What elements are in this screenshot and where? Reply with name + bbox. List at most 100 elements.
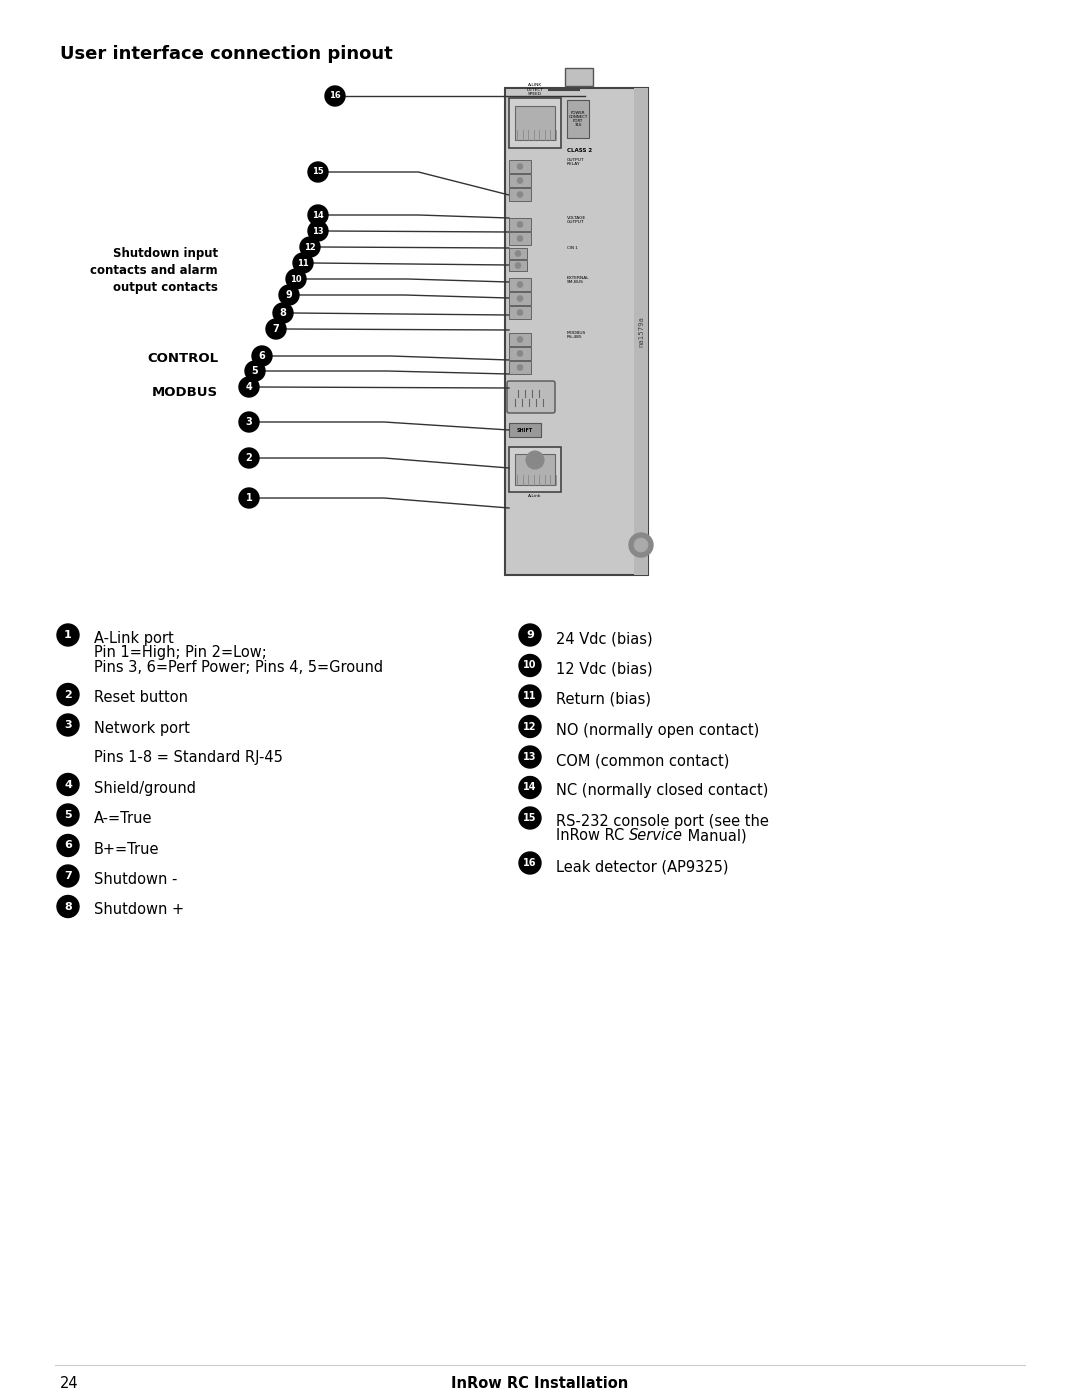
Text: Shutdown +: Shutdown + (94, 902, 184, 918)
Text: MODBUS
RS-485: MODBUS RS-485 (567, 331, 586, 339)
Text: 15: 15 (523, 813, 537, 823)
Circle shape (517, 282, 523, 288)
FancyBboxPatch shape (509, 292, 531, 305)
Circle shape (300, 237, 320, 257)
Circle shape (57, 774, 79, 795)
FancyBboxPatch shape (509, 306, 531, 319)
FancyBboxPatch shape (509, 249, 527, 258)
Text: 12: 12 (305, 243, 315, 251)
Circle shape (252, 346, 272, 366)
Circle shape (57, 805, 79, 826)
Circle shape (517, 351, 523, 356)
Circle shape (519, 746, 541, 768)
Circle shape (308, 162, 328, 182)
FancyBboxPatch shape (509, 346, 531, 360)
Circle shape (239, 448, 259, 468)
Text: Pins 3, 6=Perf Power; Pins 4, 5=Ground: Pins 3, 6=Perf Power; Pins 4, 5=Ground (94, 659, 383, 675)
Text: InRow RC: InRow RC (556, 828, 629, 844)
Circle shape (519, 777, 541, 799)
Text: 8: 8 (280, 307, 286, 319)
Text: 15: 15 (312, 168, 324, 176)
Text: Return (bias): Return (bias) (556, 692, 651, 707)
Text: 1: 1 (64, 630, 72, 640)
Circle shape (273, 303, 293, 323)
Text: A-Link: A-Link (528, 495, 542, 497)
Text: 9: 9 (526, 630, 534, 640)
Circle shape (239, 412, 259, 432)
Text: RS-232 console port (see the: RS-232 console port (see the (556, 814, 769, 828)
Text: CLASS 2: CLASS 2 (567, 148, 592, 152)
Circle shape (519, 624, 541, 645)
Text: A-Link port: A-Link port (94, 631, 174, 645)
Text: OUTPUT
RELAY: OUTPUT RELAY (567, 158, 584, 166)
FancyBboxPatch shape (509, 447, 561, 492)
Text: 6: 6 (258, 351, 266, 360)
FancyBboxPatch shape (509, 423, 541, 437)
Circle shape (286, 270, 306, 289)
Text: Pins 1-8 = Standard RJ-45: Pins 1-8 = Standard RJ-45 (94, 750, 283, 766)
Circle shape (293, 253, 313, 272)
Text: 10: 10 (291, 274, 301, 284)
Circle shape (239, 377, 259, 397)
Text: A-LINK
DETECT
SPEED: A-LINK DETECT SPEED (527, 84, 543, 96)
Text: EXTERNAL
SM-BUS: EXTERNAL SM-BUS (567, 277, 590, 285)
Circle shape (517, 222, 523, 228)
Text: 12 Vdc (bias): 12 Vdc (bias) (556, 662, 652, 676)
Circle shape (629, 534, 653, 557)
Text: CIN 1: CIN 1 (567, 246, 578, 250)
Circle shape (526, 451, 544, 469)
Circle shape (517, 191, 523, 197)
Circle shape (57, 683, 79, 705)
FancyBboxPatch shape (509, 189, 531, 201)
Text: 5: 5 (252, 366, 258, 376)
Text: 24: 24 (60, 1376, 79, 1390)
Text: 2: 2 (245, 453, 253, 462)
Circle shape (517, 365, 523, 370)
Circle shape (519, 715, 541, 738)
Circle shape (308, 221, 328, 242)
Text: Shutdown -: Shutdown - (94, 872, 177, 887)
FancyBboxPatch shape (505, 88, 648, 576)
FancyBboxPatch shape (509, 218, 531, 231)
Text: Shutdown input
contacts and alarm
output contacts: Shutdown input contacts and alarm output… (91, 246, 218, 293)
FancyBboxPatch shape (515, 454, 555, 485)
FancyBboxPatch shape (509, 332, 531, 346)
Text: 14: 14 (523, 782, 537, 792)
Text: SHIFT: SHIFT (517, 427, 534, 433)
Text: Pin 1=High; Pin 2=Low;: Pin 1=High; Pin 2=Low; (94, 645, 267, 661)
Text: 6: 6 (64, 841, 72, 851)
Circle shape (266, 319, 286, 339)
Text: B+=True: B+=True (94, 841, 160, 856)
Text: 8: 8 (64, 901, 72, 911)
Circle shape (634, 538, 648, 552)
FancyBboxPatch shape (515, 106, 555, 140)
Text: Reset button: Reset button (94, 690, 188, 705)
Text: Service: Service (629, 828, 683, 844)
Circle shape (239, 488, 259, 509)
Circle shape (308, 205, 328, 225)
Text: Leak detector (AP9325): Leak detector (AP9325) (556, 859, 729, 875)
Circle shape (517, 337, 523, 342)
Text: A-=True: A-=True (94, 812, 152, 826)
Text: Shield/ground: Shield/ground (94, 781, 195, 795)
Circle shape (519, 685, 541, 707)
FancyBboxPatch shape (509, 232, 531, 244)
FancyBboxPatch shape (509, 260, 527, 271)
FancyBboxPatch shape (565, 68, 593, 87)
FancyBboxPatch shape (509, 360, 531, 374)
Text: NC (normally closed contact): NC (normally closed contact) (556, 784, 768, 799)
Text: User interface connection pinout: User interface connection pinout (60, 45, 393, 63)
Text: 3: 3 (245, 416, 253, 427)
Text: InRow RC Installation: InRow RC Installation (451, 1376, 629, 1390)
Text: POWER
CONNECT
PORT
316: POWER CONNECT PORT 316 (568, 110, 588, 127)
FancyBboxPatch shape (509, 278, 531, 291)
Text: CONTROL: CONTROL (147, 352, 218, 365)
Text: 14: 14 (312, 211, 324, 219)
Text: 3: 3 (64, 719, 71, 731)
FancyBboxPatch shape (509, 175, 531, 187)
Circle shape (57, 714, 79, 736)
Text: 7: 7 (64, 870, 72, 882)
Circle shape (517, 310, 523, 316)
Text: NO (normally open contact): NO (normally open contact) (556, 722, 759, 738)
Text: 24 Vdc (bias): 24 Vdc (bias) (556, 631, 652, 645)
